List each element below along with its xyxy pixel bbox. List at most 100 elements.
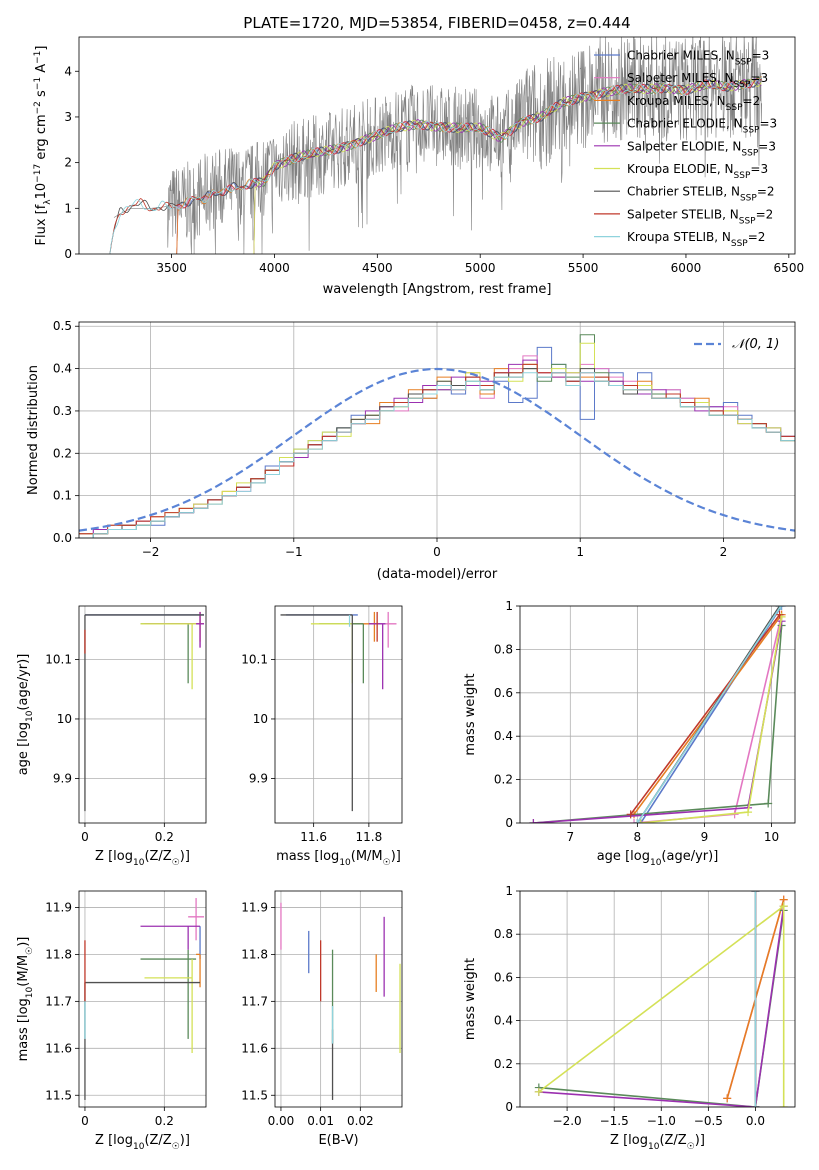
x-axis-label: age [log10(age/yr)] bbox=[597, 849, 719, 868]
y-tick-label: 11.9 bbox=[241, 900, 268, 914]
x-tick-label: −1 bbox=[285, 545, 303, 559]
plot-area bbox=[84, 611, 205, 812]
model-line-1 bbox=[176, 78, 763, 254]
panel-massweight-vs-age: 7 8 9 10 0 0.2 0.4 0.6 0.8 1 age [log10(age/yr)] ma… bbox=[463, 599, 796, 868]
plot-area bbox=[79, 334, 795, 538]
weight-marker bbox=[626, 810, 635, 819]
figure-title: PLATE=1720, MJD=53854, FIBERID=0458, z=0… bbox=[243, 14, 630, 32]
y-tick-label: 0.6 bbox=[494, 686, 513, 700]
plot-area bbox=[84, 898, 205, 1100]
model-line-4 bbox=[253, 78, 762, 254]
plot-area bbox=[109, 37, 763, 254]
x-tick-label: 5000 bbox=[465, 261, 496, 275]
weight-marker bbox=[751, 1103, 760, 1107]
normal-curve bbox=[79, 367, 795, 532]
x-tick-label: 2 bbox=[720, 545, 728, 559]
x-tick-label: 0.2 bbox=[155, 1114, 174, 1128]
y-tick-label: 11.8 bbox=[45, 947, 72, 961]
y-axis-label: mass weight bbox=[463, 673, 478, 755]
ticks: 0 0.2 9.9 10 10.1 bbox=[45, 653, 174, 844]
axes-frame bbox=[519, 890, 796, 1108]
panel-residuals: −2 −1 0 1 2 0.0 0.1 0.2 0.3 0.4 0.5 𝒩(0, 1) (data-mo… bbox=[26, 319, 796, 582]
panel-massweight-vs-Z: −2.0 −1.5 −1.0 −0.5 0.0 0 0.2 0.4 0.6 0.8 1 Z [log1… bbox=[463, 884, 796, 1152]
axes-frame bbox=[274, 890, 403, 1108]
y-tick-label: 0.2 bbox=[494, 773, 513, 787]
y-tick-label: 10 bbox=[253, 712, 268, 726]
x-tick-label: 0 bbox=[433, 545, 441, 559]
axes-frame bbox=[78, 890, 207, 1108]
weight-marker bbox=[775, 610, 784, 619]
weight-marker bbox=[779, 902, 788, 911]
legend: 𝒩(0, 1) bbox=[694, 337, 779, 352]
y-tick-label: 3 bbox=[64, 110, 72, 124]
y-tick-label: 1 bbox=[505, 884, 513, 898]
y-tick-label: 9.9 bbox=[249, 771, 268, 785]
ticks: 3500 4000 4500 5000 5500 6000 6500 0 1 2 3 4 bbox=[64, 64, 804, 275]
x-tick-label: −2.0 bbox=[553, 1114, 582, 1128]
y-tick-label: 2 bbox=[64, 156, 72, 170]
y-axis-label: mass weight bbox=[463, 958, 478, 1040]
y-tick-label: 0.8 bbox=[494, 927, 513, 941]
weight-line-8 bbox=[636, 606, 782, 823]
x-tick-label: 0.00 bbox=[268, 1114, 295, 1128]
x-tick-label: 0 bbox=[81, 1114, 89, 1128]
histogram-8 bbox=[79, 372, 795, 538]
panel-mass-vs-Z: 0 0.2 11.5 11.6 11.7 11.8 11.9 Z [log10(Z/Z☉)] m… bbox=[16, 890, 207, 1152]
panel-age-vs-mass: 11.6 11.8 9.9 10 10.1 mass [log10(M/M☉)] bbox=[241, 605, 403, 868]
data-point-2 bbox=[196, 953, 201, 988]
y-tick-label: 0 bbox=[64, 247, 72, 261]
x-tick-label: 11.8 bbox=[356, 830, 383, 844]
weight-marker bbox=[777, 606, 786, 610]
weight-marker bbox=[723, 1094, 732, 1103]
x-tick-label: 6500 bbox=[774, 261, 805, 275]
axes-frame bbox=[78, 321, 796, 539]
plot-area bbox=[280, 902, 401, 1100]
x-tick-label: 3500 bbox=[156, 261, 187, 275]
y-tick-label: 0.8 bbox=[494, 642, 513, 656]
data-point-5 bbox=[140, 623, 197, 690]
observed-spectrum-line bbox=[113, 37, 762, 254]
axes-frame bbox=[78, 605, 207, 824]
weight-marker bbox=[636, 819, 645, 823]
x-tick-label: 5500 bbox=[568, 261, 599, 275]
y-tick-label: 0.2 bbox=[494, 1057, 513, 1071]
axes-frame bbox=[274, 605, 403, 824]
y-tick-label: 11.5 bbox=[45, 1088, 72, 1102]
model-line-8 bbox=[109, 77, 762, 254]
x-tick-label: 4000 bbox=[259, 261, 290, 275]
x-tick-label: 0.2 bbox=[155, 830, 174, 844]
y-tick-label: 10 bbox=[57, 712, 72, 726]
y-tick-label: 10.1 bbox=[45, 653, 72, 667]
y-tick-label: 0 bbox=[505, 816, 513, 830]
x-tick-label: 6000 bbox=[671, 261, 702, 275]
y-axis-label: Flux [fλ10−17 erg cm−2 s−1 A−1] bbox=[33, 46, 53, 246]
y-tick-label: 0.2 bbox=[53, 446, 72, 460]
x-tick-label: 8 bbox=[634, 830, 642, 844]
y-tick-label: 0.6 bbox=[494, 970, 513, 984]
data-point-1 bbox=[188, 898, 205, 941]
y-axis-label: Normed distribution bbox=[26, 365, 41, 495]
x-axis-label: mass [log10(M/M☉)] bbox=[276, 849, 401, 868]
y-tick-label: 11.7 bbox=[45, 994, 72, 1008]
data-point-3 bbox=[140, 949, 197, 1039]
y-tick-label: 11.6 bbox=[241, 1041, 268, 1055]
y-tick-label: 1 bbox=[505, 599, 513, 613]
x-tick-label: 0 bbox=[81, 830, 89, 844]
plot-area bbox=[280, 611, 397, 812]
x-axis-label: Z [log10(Z/Z☉)] bbox=[610, 1133, 705, 1152]
axes-frame bbox=[78, 36, 796, 255]
x-tick-label: −2 bbox=[142, 545, 160, 559]
y-tick-label: 11.6 bbox=[45, 1041, 72, 1055]
y-tick-label: 4 bbox=[64, 64, 72, 78]
weight-marker bbox=[534, 1087, 543, 1096]
plot-area bbox=[529, 606, 786, 823]
y-tick-label: 9.9 bbox=[53, 771, 72, 785]
plot-area bbox=[534, 891, 788, 1107]
x-tick-label: 11.6 bbox=[300, 830, 327, 844]
panel-mass-vs-EBV: 0.00 0.01 0.02 11.5 11.6 11.7 11.8 11.9 E(B-V) bbox=[241, 890, 403, 1148]
y-tick-label: 0.4 bbox=[494, 729, 513, 743]
data-point-5 bbox=[144, 959, 193, 1053]
data-point-6 bbox=[280, 614, 353, 812]
grid bbox=[275, 606, 402, 823]
weight-marker bbox=[529, 819, 538, 823]
